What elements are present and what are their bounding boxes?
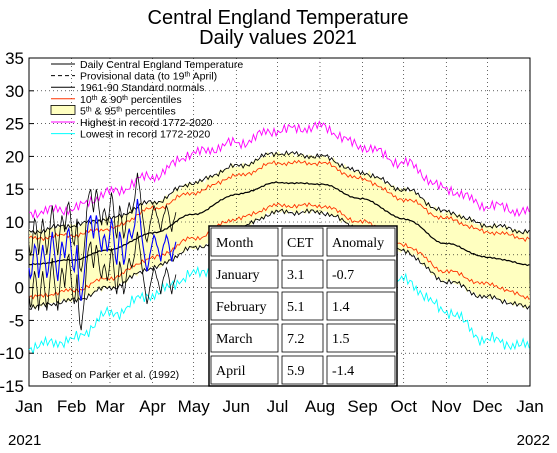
legend-label: 1961-90 Standard normals [80, 82, 204, 94]
daily-max-line [28, 172, 177, 273]
y-tick-label: 30 [5, 82, 24, 101]
x-tick-label: Jul [267, 397, 289, 416]
table-cell-text: January [216, 268, 260, 283]
y-tick-label: 15 [5, 180, 24, 199]
legend-label: Provisional data (to 19th April) [80, 71, 217, 83]
table-cell-text: February [216, 300, 267, 315]
x-tick-label: Jan [15, 397, 42, 416]
series-line-4 [28, 181, 530, 267]
y-tick-label: 0 [15, 279, 24, 298]
table-cell-text: -0.7 [332, 268, 354, 283]
table-cell-text: 3.1 [287, 268, 305, 283]
legend-swatch [50, 105, 76, 115]
x-tick-label: Jan [516, 397, 543, 416]
x-tick-label: Apr [139, 397, 166, 416]
table-cell [210, 227, 279, 257]
x-tick-label: Oct [390, 397, 417, 416]
daily-min-line [28, 231, 177, 331]
y-tick-label: -15 [0, 377, 24, 396]
year-end-label: 2022 [517, 432, 550, 449]
series-line-1 [28, 120, 530, 220]
table-cell [326, 323, 396, 353]
y-tick-label: 5 [15, 246, 24, 265]
table-cell [281, 259, 324, 289]
table-cell [210, 291, 279, 321]
monthly-table: Month CET Anomaly January 3.1 -0.7 February 5.1… [208, 225, 398, 387]
table-cell [281, 227, 324, 257]
legend-label: Highest in record 1772-2020 [80, 117, 213, 129]
x-tick-label: Aug [305, 397, 335, 416]
y-axis-ticks: 35 30 25 20 15 10 5 0 -5 -10 -15 [0, 49, 34, 396]
x-tick-label: Mar [95, 397, 125, 416]
legend-label: Daily Central England Temperature [80, 59, 243, 71]
y-tick-label: 35 [5, 49, 24, 68]
table-cell [281, 291, 324, 321]
series-line-5 [28, 202, 530, 301]
y-tick-label: 20 [5, 147, 24, 166]
percentile-5-95-band [29, 151, 530, 310]
series-line-6 [28, 208, 530, 310]
table-header-text: Month [216, 236, 253, 251]
x-tick-label: Sep [347, 397, 377, 416]
table-header-text: CET [287, 236, 314, 251]
legend-label: Lowest in record 1772-2020 [80, 129, 210, 141]
table-cell [210, 355, 279, 385]
table-cell [326, 355, 396, 385]
x-tick-label: Jun [223, 397, 250, 416]
x-tick-label: May [178, 397, 211, 416]
table-cell-text: April [216, 364, 246, 379]
year-start-label: 2021 [8, 432, 41, 449]
y-tick-label: 25 [5, 115, 24, 134]
table-frame [208, 225, 398, 387]
x-axis-ticks: Jan Feb Mar Apr May Jun Jul Aug Sep Oct Nov Dec Jan [15, 397, 543, 416]
y-tick-label: -10 [0, 344, 24, 363]
series-line-2 [28, 150, 530, 236]
legend-label: 10th & 90th percentiles [80, 94, 182, 106]
table-cell-text: 7.2 [287, 332, 305, 347]
table-cell-text: 1.5 [332, 332, 350, 347]
source-note: Based on Parker et al. (1992) [42, 369, 179, 381]
legend-label: 5th & 95th percentiles [80, 105, 176, 117]
x-tick-label: Feb [57, 397, 86, 416]
legend: Daily Central England TemperatureProvisi… [50, 59, 243, 141]
table-cell-text: -1.4 [332, 364, 354, 379]
table-cell [326, 291, 396, 321]
table-cell-text: 5.9 [287, 364, 305, 379]
table-cell-text: 5.1 [287, 300, 305, 315]
x-tick-label: Dec [472, 397, 503, 416]
table-cell [210, 323, 279, 353]
table-cell-text: March [216, 332, 253, 347]
table-cell [326, 227, 396, 257]
chart-subtitle: Daily values 2021 [199, 27, 357, 49]
table-cell [281, 355, 324, 385]
y-tick-label: -5 [9, 311, 24, 330]
y-tick-label: 10 [5, 213, 24, 232]
table-cell [326, 259, 396, 289]
table-cell [281, 323, 324, 353]
table-cell-text: 1.4 [332, 300, 350, 315]
chart-title: Central England Temperature [148, 7, 409, 29]
table-cell [210, 259, 279, 289]
daily-mean-line [28, 198, 177, 301]
x-tick-label: Nov [431, 397, 462, 416]
table-header-text: Anomaly [332, 236, 384, 251]
